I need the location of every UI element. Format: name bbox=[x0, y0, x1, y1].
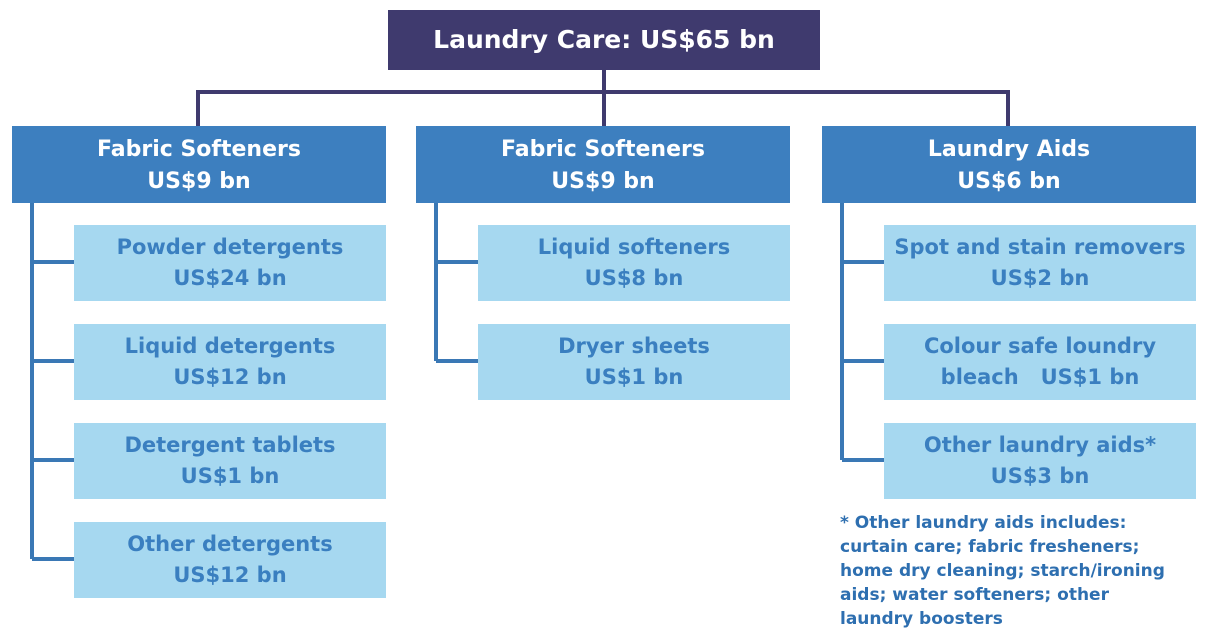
footnote: curtain care; fabric fresheners; bbox=[840, 537, 1139, 557]
category-title: Fabric Softeners bbox=[97, 137, 301, 162]
item-box bbox=[478, 225, 790, 301]
category-box bbox=[416, 126, 790, 203]
item-label: Liquid softeners bbox=[538, 235, 731, 259]
item-label: Spot and stain removers bbox=[894, 235, 1185, 259]
item-label: bleach US$1 bn bbox=[941, 365, 1140, 389]
item-label: Other detergents bbox=[127, 532, 332, 556]
root-label: Laundry Care: US$65 bn bbox=[433, 25, 775, 54]
item-box bbox=[74, 423, 386, 499]
category-title: Laundry Aids bbox=[928, 137, 1090, 162]
item-label: US$24 bn bbox=[173, 266, 286, 290]
item-label: US$2 bn bbox=[991, 266, 1090, 290]
item-box bbox=[884, 324, 1196, 400]
category-value: US$6 bn bbox=[957, 169, 1060, 194]
item-label: Dryer sheets bbox=[558, 334, 710, 358]
item-label: US$1 bn bbox=[181, 464, 280, 488]
item-box bbox=[74, 324, 386, 400]
item-label: US$12 bn bbox=[173, 563, 286, 587]
item-box bbox=[74, 225, 386, 301]
item-label: US$1 bn bbox=[585, 365, 684, 389]
item-label: Other laundry aids* bbox=[924, 433, 1156, 457]
item-box bbox=[74, 522, 386, 598]
category-box bbox=[822, 126, 1196, 203]
item-label: US$8 bn bbox=[585, 266, 684, 290]
footnote: laundry boosters bbox=[840, 609, 1003, 629]
connector bbox=[196, 90, 1010, 126]
connectors bbox=[196, 70, 1010, 126]
item-label: Powder detergents bbox=[117, 235, 344, 259]
item-box bbox=[884, 225, 1196, 301]
category-title: Fabric Softeners bbox=[501, 137, 705, 162]
item-label: US$12 bn bbox=[173, 365, 286, 389]
footnote: aids; water softeners; other bbox=[840, 585, 1110, 605]
root-box bbox=[388, 10, 820, 70]
footnote: * Other laundry aids includes: bbox=[840, 513, 1126, 533]
footnote: home dry cleaning; starch/ironing bbox=[840, 561, 1165, 581]
category-value: US$9 bn bbox=[147, 169, 250, 194]
item-label: Detergent tablets bbox=[124, 433, 335, 457]
item-label: Liquid detergents bbox=[125, 334, 336, 358]
item-label: Colour safe loundry bbox=[924, 334, 1156, 358]
category-value: US$9 bn bbox=[551, 169, 654, 194]
item-label: US$3 bn bbox=[991, 464, 1090, 488]
item-box bbox=[884, 423, 1196, 499]
category-box bbox=[12, 126, 386, 203]
item-box bbox=[478, 324, 790, 400]
